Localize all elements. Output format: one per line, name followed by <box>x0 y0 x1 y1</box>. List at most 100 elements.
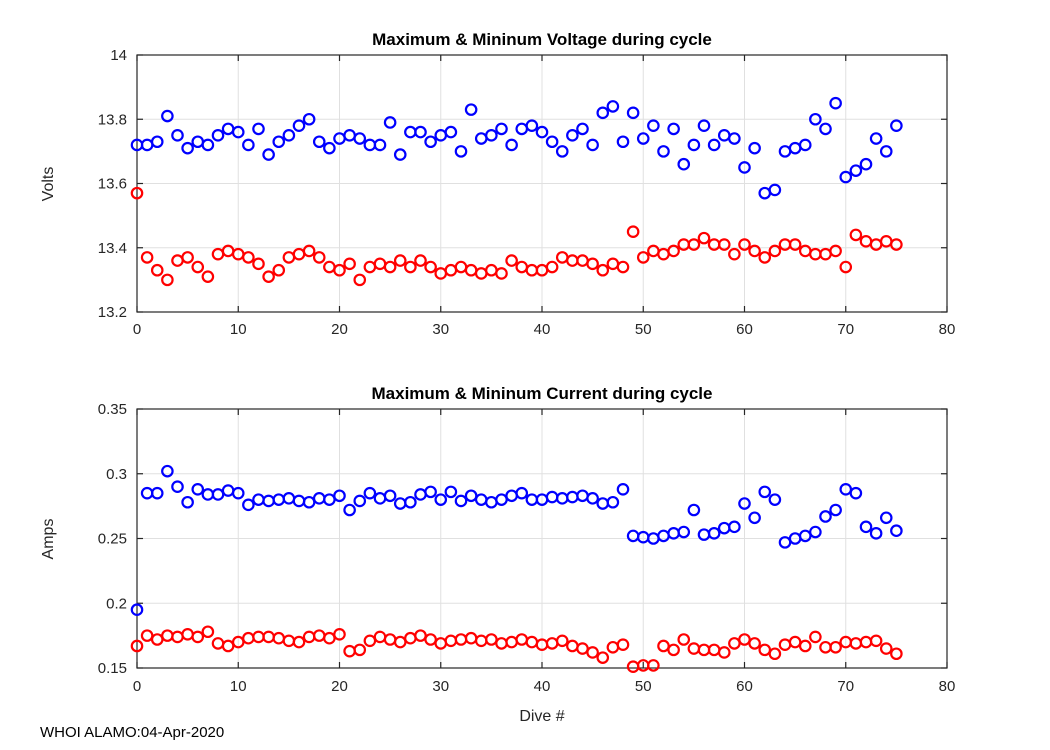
min-current-point <box>323 631 336 645</box>
max-voltage-point <box>667 122 680 136</box>
min-current-point <box>414 629 427 642</box>
max-current-point <box>221 484 235 497</box>
max-voltage-point <box>869 132 883 145</box>
x-tick-label: 30 <box>432 678 449 695</box>
max-voltage-point <box>647 119 660 132</box>
min-voltage-point <box>343 257 356 271</box>
max-voltage-point <box>566 129 579 142</box>
min-voltage-point <box>748 244 761 258</box>
max-voltage-point <box>728 132 741 145</box>
max-voltage-point <box>545 135 559 149</box>
x-axis-label: Dive # <box>519 708 564 725</box>
max-current-point <box>404 495 417 509</box>
max-voltage-point <box>717 129 731 142</box>
max-current-point <box>444 485 458 499</box>
min-voltage-point <box>606 257 620 271</box>
max-current-point <box>485 495 498 509</box>
max-current-point <box>829 503 842 517</box>
footer-annotation: WHOI ALAMO:04-Apr-2020 <box>40 724 224 741</box>
min-current-point <box>788 635 802 649</box>
max-voltage-point <box>535 125 549 139</box>
min-voltage-point <box>839 260 853 274</box>
min-current-point <box>404 631 417 645</box>
max-voltage-point <box>150 135 164 149</box>
max-current-point <box>302 495 316 509</box>
max-voltage-point <box>414 125 427 139</box>
max-current-point <box>424 485 437 499</box>
min-current-point <box>890 647 903 661</box>
max-current-point <box>879 511 893 525</box>
max-current-point <box>211 488 225 501</box>
max-current-point <box>474 493 488 506</box>
min-voltage-point <box>414 254 427 267</box>
y-tick-label: 14 <box>110 47 127 64</box>
min-current-point <box>495 637 508 650</box>
max-current-point <box>768 493 782 506</box>
min-voltage-point <box>596 263 610 277</box>
max-voltage-point <box>343 129 356 142</box>
min-current-point <box>748 637 761 650</box>
x-tick-label: 40 <box>534 678 551 695</box>
max-voltage-point <box>181 141 194 155</box>
min-current-point <box>343 644 356 658</box>
min-current-point <box>758 643 772 657</box>
min-voltage-point <box>353 273 367 287</box>
max-voltage-point <box>262 148 275 161</box>
min-voltage-point <box>161 273 174 287</box>
min-current-point <box>687 642 701 655</box>
min-voltage-point <box>788 238 802 251</box>
min-current-point <box>383 633 397 646</box>
max-voltage-point <box>140 138 154 152</box>
min-voltage-point <box>525 263 539 277</box>
min-current-point <box>596 651 610 664</box>
y-tick-label: 13.6 <box>98 176 127 193</box>
min-voltage-point <box>323 260 336 274</box>
voltage-y-axis-label: Volts <box>40 167 57 202</box>
max-voltage-point <box>221 122 235 136</box>
y-tick-label: 0.3 <box>106 466 127 483</box>
min-current-point <box>161 629 174 642</box>
min-voltage-point <box>444 263 458 277</box>
min-voltage-point <box>576 254 589 267</box>
max-voltage-point <box>809 112 822 126</box>
max-current-point <box>363 486 377 500</box>
min-current-point <box>616 638 630 651</box>
max-current-point <box>728 520 741 534</box>
max-voltage-point <box>505 138 518 152</box>
max-voltage-point <box>626 106 640 120</box>
max-voltage-point <box>636 132 650 145</box>
max-current-point <box>201 488 215 501</box>
max-voltage-point <box>555 145 569 158</box>
current-y-axis-label: Amps <box>40 519 57 560</box>
max-current-point <box>150 486 164 500</box>
min-voltage-point <box>859 235 873 248</box>
min-voltage-point <box>515 260 529 274</box>
max-voltage-point <box>798 138 812 152</box>
min-current-point <box>454 633 468 646</box>
max-current-point <box>687 503 701 517</box>
max-current-point <box>161 464 174 478</box>
min-current-point <box>798 639 812 653</box>
min-current-point <box>667 643 680 657</box>
min-current-point <box>221 639 235 653</box>
min-current-point <box>647 659 660 672</box>
max-current-point <box>859 520 873 534</box>
min-current-point <box>768 647 782 661</box>
min-voltage-point <box>505 254 518 267</box>
min-current-point <box>657 639 670 653</box>
max-voltage-point <box>373 138 387 152</box>
max-current-point <box>292 494 306 508</box>
max-current-point <box>414 488 427 501</box>
max-voltage-point <box>444 125 458 139</box>
max-current-point <box>545 490 559 504</box>
min-voltage-point <box>140 251 154 264</box>
min-voltage-point <box>555 251 569 264</box>
max-voltage-point <box>657 145 670 158</box>
current-plot-title: Maximum & Mininum Current during cycle <box>372 384 713 403</box>
max-voltage-point <box>606 100 620 113</box>
current-plot: 0 10 20 30 40 50 60 70 80 0.15 0.2 0.25 0.3 0.35 <box>98 401 956 695</box>
max-voltage-point <box>890 119 903 132</box>
max-voltage-point <box>282 129 296 142</box>
x-tick-label: 40 <box>534 321 551 338</box>
